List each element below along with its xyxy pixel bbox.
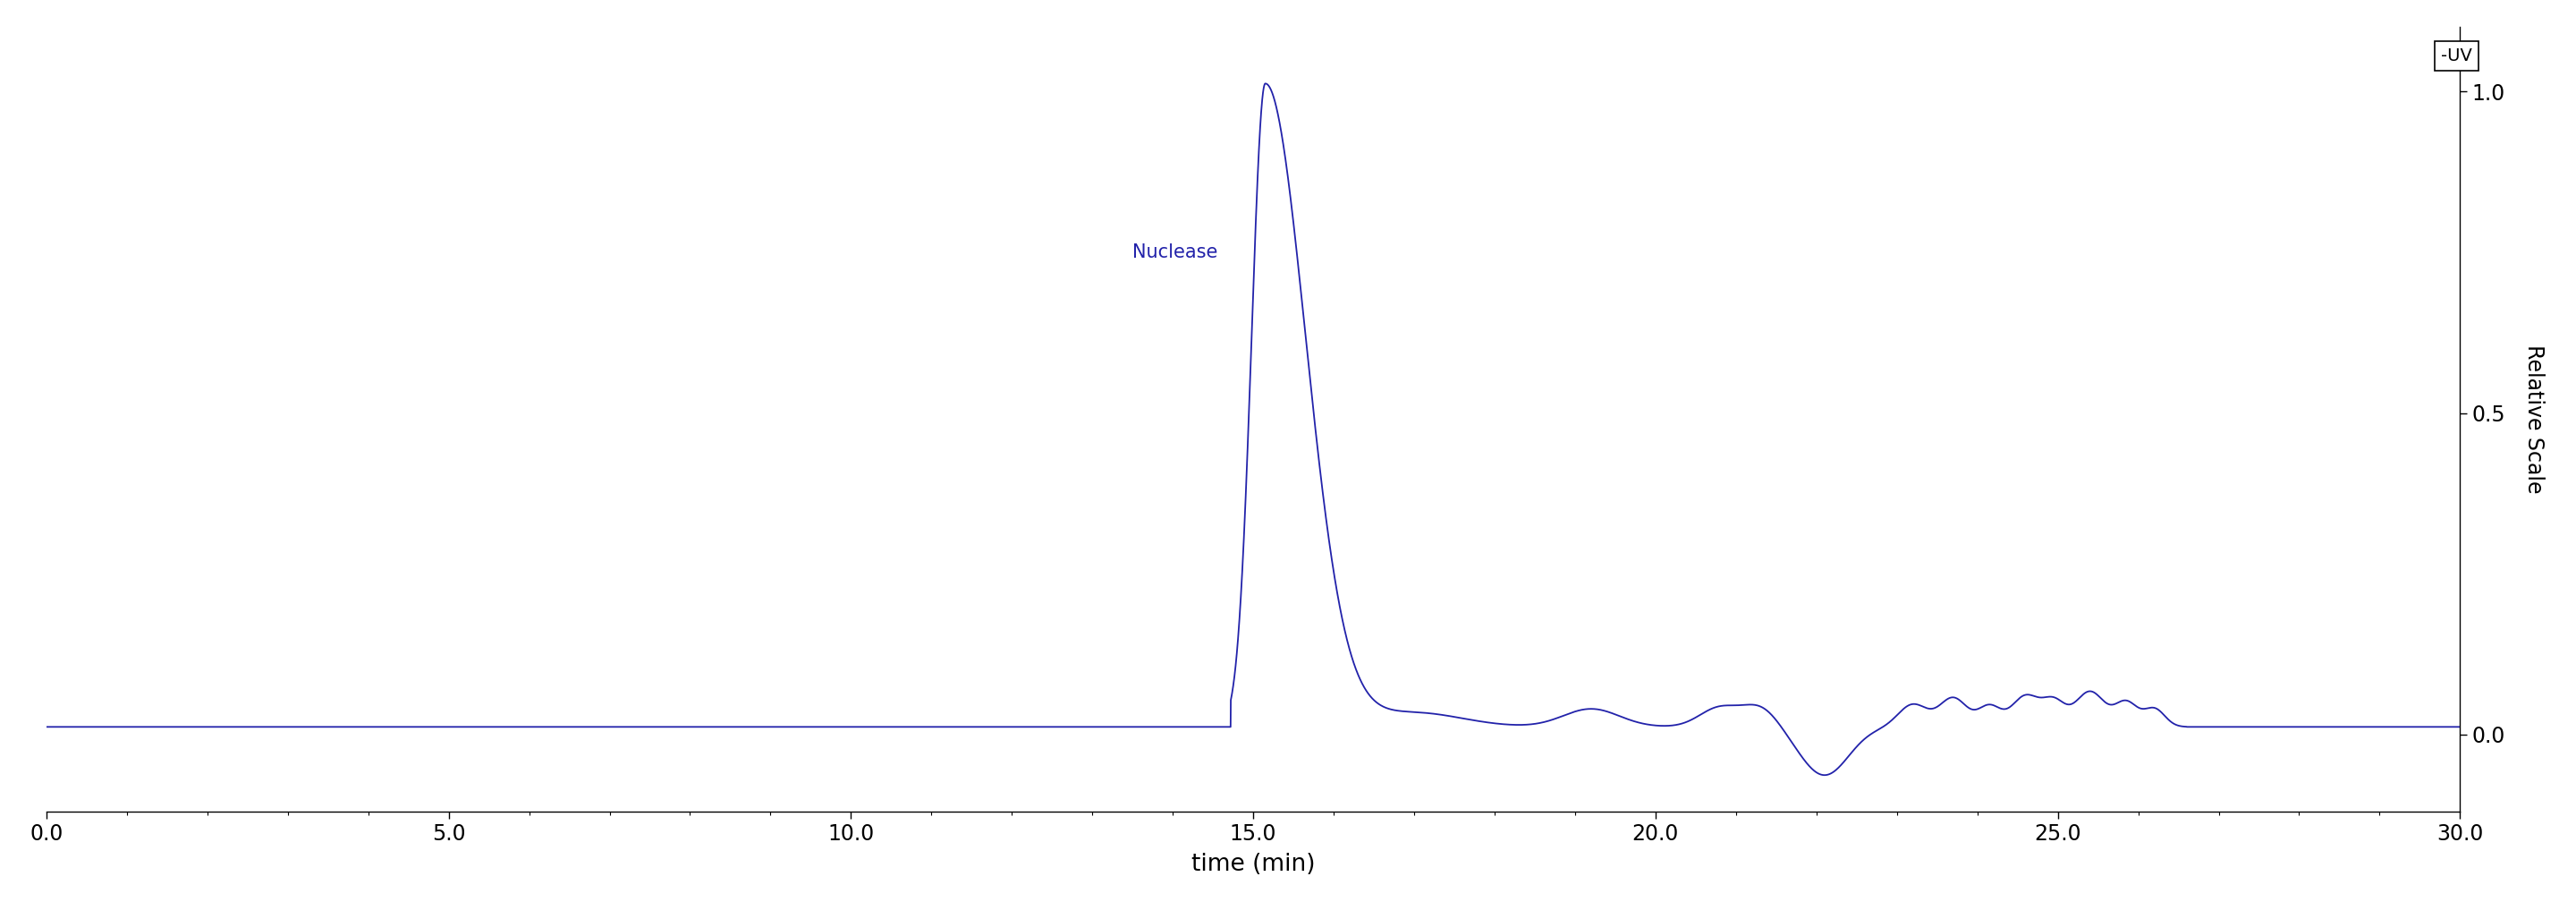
Text: -UV: -UV bbox=[2442, 48, 2473, 65]
Text: Nuclease: Nuclease bbox=[1133, 244, 1218, 262]
Y-axis label: Relative Scale: Relative Scale bbox=[2522, 345, 2545, 494]
X-axis label: time (min): time (min) bbox=[1190, 852, 1316, 876]
